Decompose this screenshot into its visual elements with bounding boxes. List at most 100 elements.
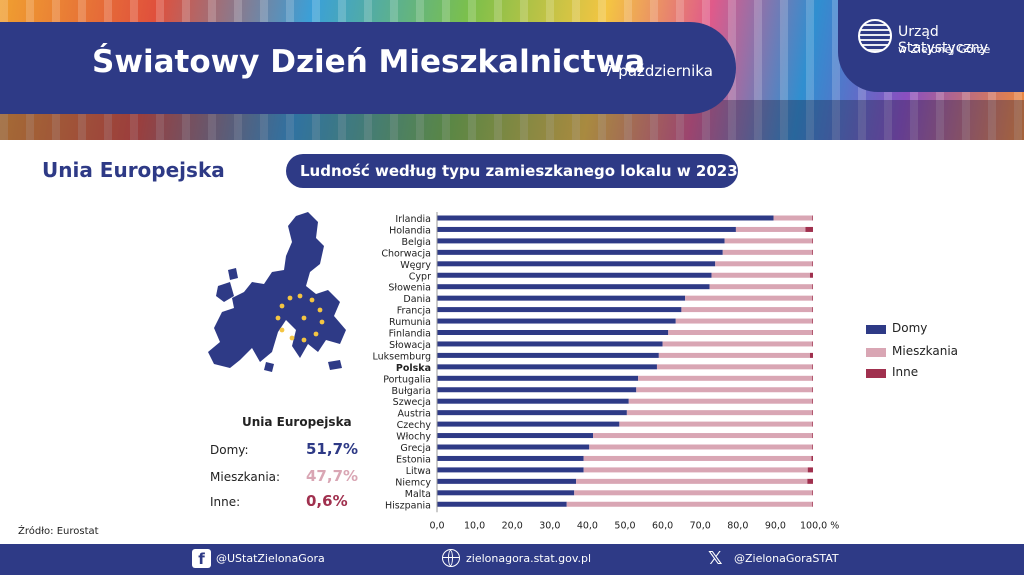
x-tick-label-7: 70,0 <box>690 520 711 531</box>
category-label-luksemburg: Luksemburg <box>372 351 431 362</box>
x-tick-label-0: 0,0 <box>429 520 444 531</box>
x-tick-label-1: 10,0 <box>464 520 485 531</box>
bar-domy-wlochy <box>437 433 594 439</box>
bar-mieszkania-irlandia <box>773 215 813 221</box>
category-label-francja: Francja <box>397 306 431 317</box>
bar-domy-chorwacja <box>437 249 723 255</box>
bar-mieszkania-wegry <box>715 261 813 267</box>
bar-domy-portugalia <box>437 375 639 381</box>
bar-mieszkania-grecja <box>589 444 813 450</box>
legend-label-domy: Domy <box>892 321 928 335</box>
logo-icon <box>858 19 892 53</box>
category-label-belgia: Belgia <box>402 237 432 248</box>
category-label-rumunia: Rumunia <box>389 317 431 328</box>
bar-domy-dania <box>437 295 686 301</box>
page-date: 7 października <box>604 62 713 80</box>
bar-inne-malta <box>812 490 813 496</box>
bar-mieszkania-niemcy <box>576 478 808 484</box>
bar-mieszkania-slowenia <box>709 284 813 290</box>
category-label-cypr: Cypr <box>409 271 431 282</box>
bar-inne-chorwacja <box>812 249 813 255</box>
bar-domy-francja <box>437 307 682 313</box>
bar-inne-grecja <box>812 444 813 450</box>
bar-mieszkania-austria <box>626 410 813 416</box>
bar-inne-slowenia <box>812 284 813 290</box>
bar-mieszkania-holandia <box>735 226 806 232</box>
bar-domy-hiszpania <box>437 501 567 507</box>
bar-domy-grecja <box>437 444 590 450</box>
x-logo-icon[interactable]: 𝕏 <box>708 548 723 569</box>
category-label-polska: Polska <box>396 363 431 374</box>
logo-line1: Urząd Statystyczny <box>898 24 989 56</box>
category-label-slowacja: Słowacja <box>389 340 431 351</box>
globe-icon[interactable] <box>442 549 460 567</box>
category-label-litwa: Litwa <box>406 466 431 477</box>
x-tick-label-9: 90,0 <box>765 520 786 531</box>
bar-inne-francja <box>812 307 813 313</box>
eu-summary-value-mieszkania: 47,7% <box>306 467 359 485</box>
category-label-estonia: Estonia <box>396 454 431 465</box>
legend-swatch-domy <box>866 325 886 334</box>
bar-inne-holandia <box>805 226 813 232</box>
bar-mieszkania-polska <box>656 364 813 370</box>
bar-inne-portugalia <box>812 375 813 381</box>
bar-mieszkania-malta <box>574 490 813 496</box>
x-tick-label-10: 100,0 % <box>800 520 839 531</box>
chart-title: Ludność według typu zamieszkanego lokalu… <box>300 162 754 180</box>
bar-inne-slowacja <box>812 341 813 347</box>
footer-bar <box>0 544 1024 575</box>
x-tick-label-6: 60,0 <box>652 520 673 531</box>
bar-mieszkania-portugalia <box>638 375 813 381</box>
legend-swatch-mieszkania <box>866 348 886 357</box>
category-label-czechy: Czechy <box>397 420 432 431</box>
bar-domy-slowacja <box>437 341 663 347</box>
footer-x-link[interactable]: @ZielonaGoraSTAT <box>734 552 839 565</box>
category-label-szwecja: Szwecja <box>393 397 431 408</box>
bar-domy-irlandia <box>437 215 774 221</box>
bar-inne-finlandia <box>812 330 813 335</box>
bar-inne-czechy <box>812 421 813 427</box>
footer-facebook-link[interactable]: @UStatZielonaGora <box>216 552 325 565</box>
chart-title-pill <box>286 154 738 188</box>
bar-mieszkania-chorwacja <box>722 249 813 255</box>
eu-summary-label-domy: Domy: <box>210 443 249 457</box>
legend-label-mieszkania: Mieszkania <box>892 344 959 358</box>
bar-mieszkania-luksemburg <box>658 352 810 358</box>
category-label-irlandia: Irlandia <box>395 214 431 225</box>
eu-summary-label-mieszkania: Mieszkania: <box>210 470 281 484</box>
page-title: Światowy Dzień Mieszkalnictwa <box>92 44 646 80</box>
bar-domy-szwecja <box>437 398 629 404</box>
category-label-malta: Malta <box>405 489 431 500</box>
facebook-icon[interactable]: f <box>192 549 211 568</box>
bar-inne-wlochy <box>812 433 813 439</box>
bar-inne-luksemburg <box>809 352 813 358</box>
category-label-slowenia: Słowenia <box>388 283 431 294</box>
bar-domy-niemcy <box>437 478 577 484</box>
bar-inne-estonia <box>811 455 813 461</box>
x-tick-label-8: 80,0 <box>727 520 748 531</box>
eu-summary-value-inne: 0,6% <box>306 492 348 510</box>
x-tick-label-5: 50,0 <box>614 520 635 531</box>
bar-mieszkania-wlochy <box>593 433 813 439</box>
eu-summary-value-domy: 51,7% <box>306 440 359 458</box>
bar-domy-bulgaria <box>437 387 637 393</box>
bar-domy-belgia <box>437 238 725 244</box>
bar-inne-irlandia <box>812 215 813 221</box>
footer-website-link[interactable]: zielonagora.stat.gov.pl <box>466 552 592 565</box>
x-tick-label-2: 20,0 <box>502 520 523 531</box>
bar-domy-estonia <box>437 455 584 461</box>
bar-domy-cypr <box>437 272 712 278</box>
bar-domy-luksemburg <box>437 352 659 358</box>
category-label-hiszpania: Hiszpania <box>385 500 431 511</box>
bar-domy-rumunia <box>437 318 676 324</box>
bar-inne-wegry <box>812 261 813 267</box>
source-note: Źródło: Eurostat <box>18 526 99 537</box>
bar-domy-wegry <box>437 261 716 267</box>
category-label-niemcy: Niemcy <box>395 477 431 488</box>
bar-domy-finlandia <box>437 330 669 335</box>
eu-stars <box>275 293 325 343</box>
x-tick-label-3: 30,0 <box>539 520 560 531</box>
category-label-bulgaria: Bułgaria <box>392 386 431 397</box>
bar-inne-belgia <box>812 238 813 244</box>
